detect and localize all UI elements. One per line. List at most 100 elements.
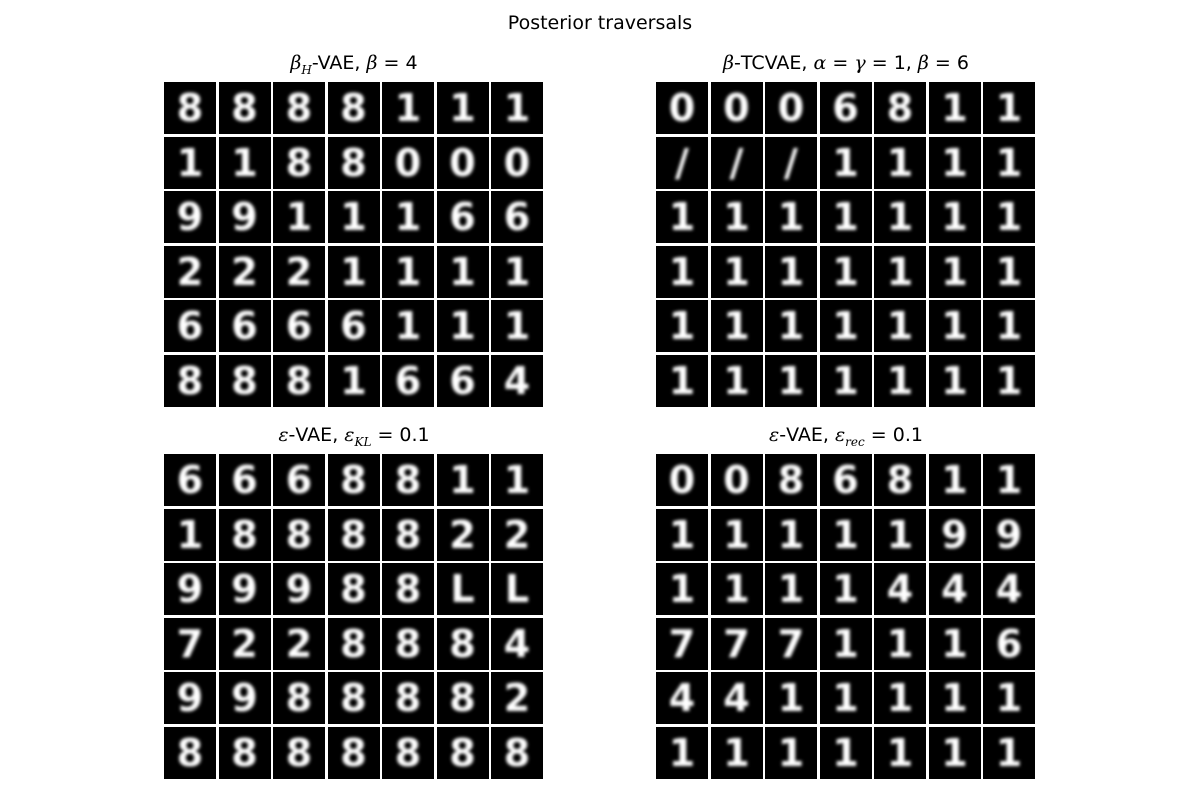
digit-glyph: 1 xyxy=(995,730,1023,775)
digit-glyph: 8 xyxy=(777,458,805,502)
digit-glyph: 6 xyxy=(832,86,859,130)
digit-glyph: 1 xyxy=(832,195,859,239)
digit-glyph: 2 xyxy=(231,249,258,294)
panel-title: ε-VAE, εKL = 0.1 xyxy=(278,424,430,449)
digit-glyph: 1 xyxy=(394,195,422,239)
digit-glyph: 1 xyxy=(231,140,258,185)
digit-tile: 1 xyxy=(928,726,981,779)
digit-tile: 8 xyxy=(218,82,271,134)
digit-glyph: 1 xyxy=(394,86,422,130)
digit-tile: 1 xyxy=(819,300,872,352)
digit-tile: 6 xyxy=(436,354,489,407)
digit-tile: 1 xyxy=(710,245,763,298)
digit-glyph: 2 xyxy=(176,249,204,294)
digit-tile: / xyxy=(765,136,817,189)
digit-tile: 1 xyxy=(874,354,926,407)
digit-tile: 8 xyxy=(273,82,325,134)
digit-glyph: 1 xyxy=(832,358,859,403)
digit-glyph: 1 xyxy=(394,304,422,348)
digit-glyph: 1 xyxy=(832,730,859,775)
digit-tile: 1 xyxy=(491,454,543,506)
digit-glyph: 1 xyxy=(503,304,531,348)
digit-glyph: 1 xyxy=(886,512,914,557)
digit-tile: 7 xyxy=(765,617,817,670)
digit-glyph: 8 xyxy=(449,621,476,666)
digit-glyph: 1 xyxy=(777,249,805,294)
digit-glyph: 8 xyxy=(449,676,476,720)
digit-glyph: 1 xyxy=(723,567,750,611)
digit-tile: 1 xyxy=(710,726,763,779)
digit-glyph: 1 xyxy=(995,195,1023,239)
digit-tile: 9 xyxy=(164,191,216,243)
digit-tile: 8 xyxy=(327,454,380,506)
digit-glyph: 6 xyxy=(832,458,859,502)
digit-tile: 1 xyxy=(819,563,872,615)
digit-tile: 1 xyxy=(928,245,981,298)
digit-tile: 4 xyxy=(656,672,708,724)
digit-tile: 6 xyxy=(273,300,325,352)
digit-tile: 8 xyxy=(164,726,216,779)
digit-glyph: 6 xyxy=(503,195,531,239)
digit-tile: 0 xyxy=(710,82,763,134)
digit-tile: 1 xyxy=(710,563,763,615)
digit-glyph: 1 xyxy=(832,512,859,557)
digit-glyph: 8 xyxy=(340,140,367,185)
digit-tile: 0 xyxy=(656,454,708,506)
digit-tile: 0 xyxy=(436,136,489,189)
digit-tile: 6 xyxy=(164,300,216,352)
digit-tile: 8 xyxy=(273,508,325,561)
digit-glyph: 6 xyxy=(449,195,476,239)
digit-tile: 8 xyxy=(327,563,380,615)
digit-tile: 2 xyxy=(273,617,325,670)
digit-glyph: 1 xyxy=(668,512,696,557)
digit-glyph: 9 xyxy=(941,512,968,557)
digit-glyph: 1 xyxy=(941,304,968,348)
digit-tile: 1 xyxy=(656,245,708,298)
digit-glyph: 1 xyxy=(668,304,696,348)
digit-tile: 0 xyxy=(710,454,763,506)
digit-glyph: 4 xyxy=(941,567,968,611)
digit-tile: 1 xyxy=(928,454,981,506)
digit-glyph: / xyxy=(675,140,689,185)
digit-glyph: 1 xyxy=(995,304,1023,348)
digit-glyph: 1 xyxy=(941,86,968,130)
digit-tile: 1 xyxy=(983,136,1035,189)
digit-glyph: 8 xyxy=(886,86,914,130)
digit-glyph: 6 xyxy=(285,458,313,502)
figure-title: Posterior traversals xyxy=(507,12,693,34)
digit-tile: 6 xyxy=(382,354,434,407)
digit-tile: 8 xyxy=(382,617,434,670)
digit-glyph: 1 xyxy=(832,621,859,666)
digit-tile: 6 xyxy=(983,617,1035,670)
digit-tile: 1 xyxy=(874,245,926,298)
digit-tile: 1 xyxy=(710,191,763,243)
digit-tile: 1 xyxy=(819,191,872,243)
digit-tile: 1 xyxy=(983,82,1035,134)
digit-glyph: 9 xyxy=(231,195,258,239)
digit-glyph: 0 xyxy=(449,140,476,185)
digit-glyph: 8 xyxy=(340,458,367,502)
digit-glyph: 1 xyxy=(723,195,750,239)
digit-tile: 1 xyxy=(928,82,981,134)
digit-glyph: 2 xyxy=(285,249,313,294)
digit-glyph: 9 xyxy=(176,567,204,611)
digit-glyph: 8 xyxy=(285,512,313,557)
digit-tile: 4 xyxy=(710,672,763,724)
digit-glyph: 1 xyxy=(777,358,805,403)
digit-tile: 1 xyxy=(819,354,872,407)
digit-tile: 1 xyxy=(491,82,543,134)
digit-glyph: 2 xyxy=(503,512,531,557)
digit-glyph: 7 xyxy=(176,621,204,666)
digit-tile: 1 xyxy=(273,191,325,243)
digit-tile: 8 xyxy=(874,454,926,506)
digit-tile: 8 xyxy=(327,726,380,779)
digit-glyph: 8 xyxy=(231,86,258,130)
digit-tile: 8 xyxy=(765,454,817,506)
digit-glyph: 8 xyxy=(394,512,422,557)
digit-glyph: 8 xyxy=(176,358,204,403)
digit-glyph: 4 xyxy=(723,676,750,720)
